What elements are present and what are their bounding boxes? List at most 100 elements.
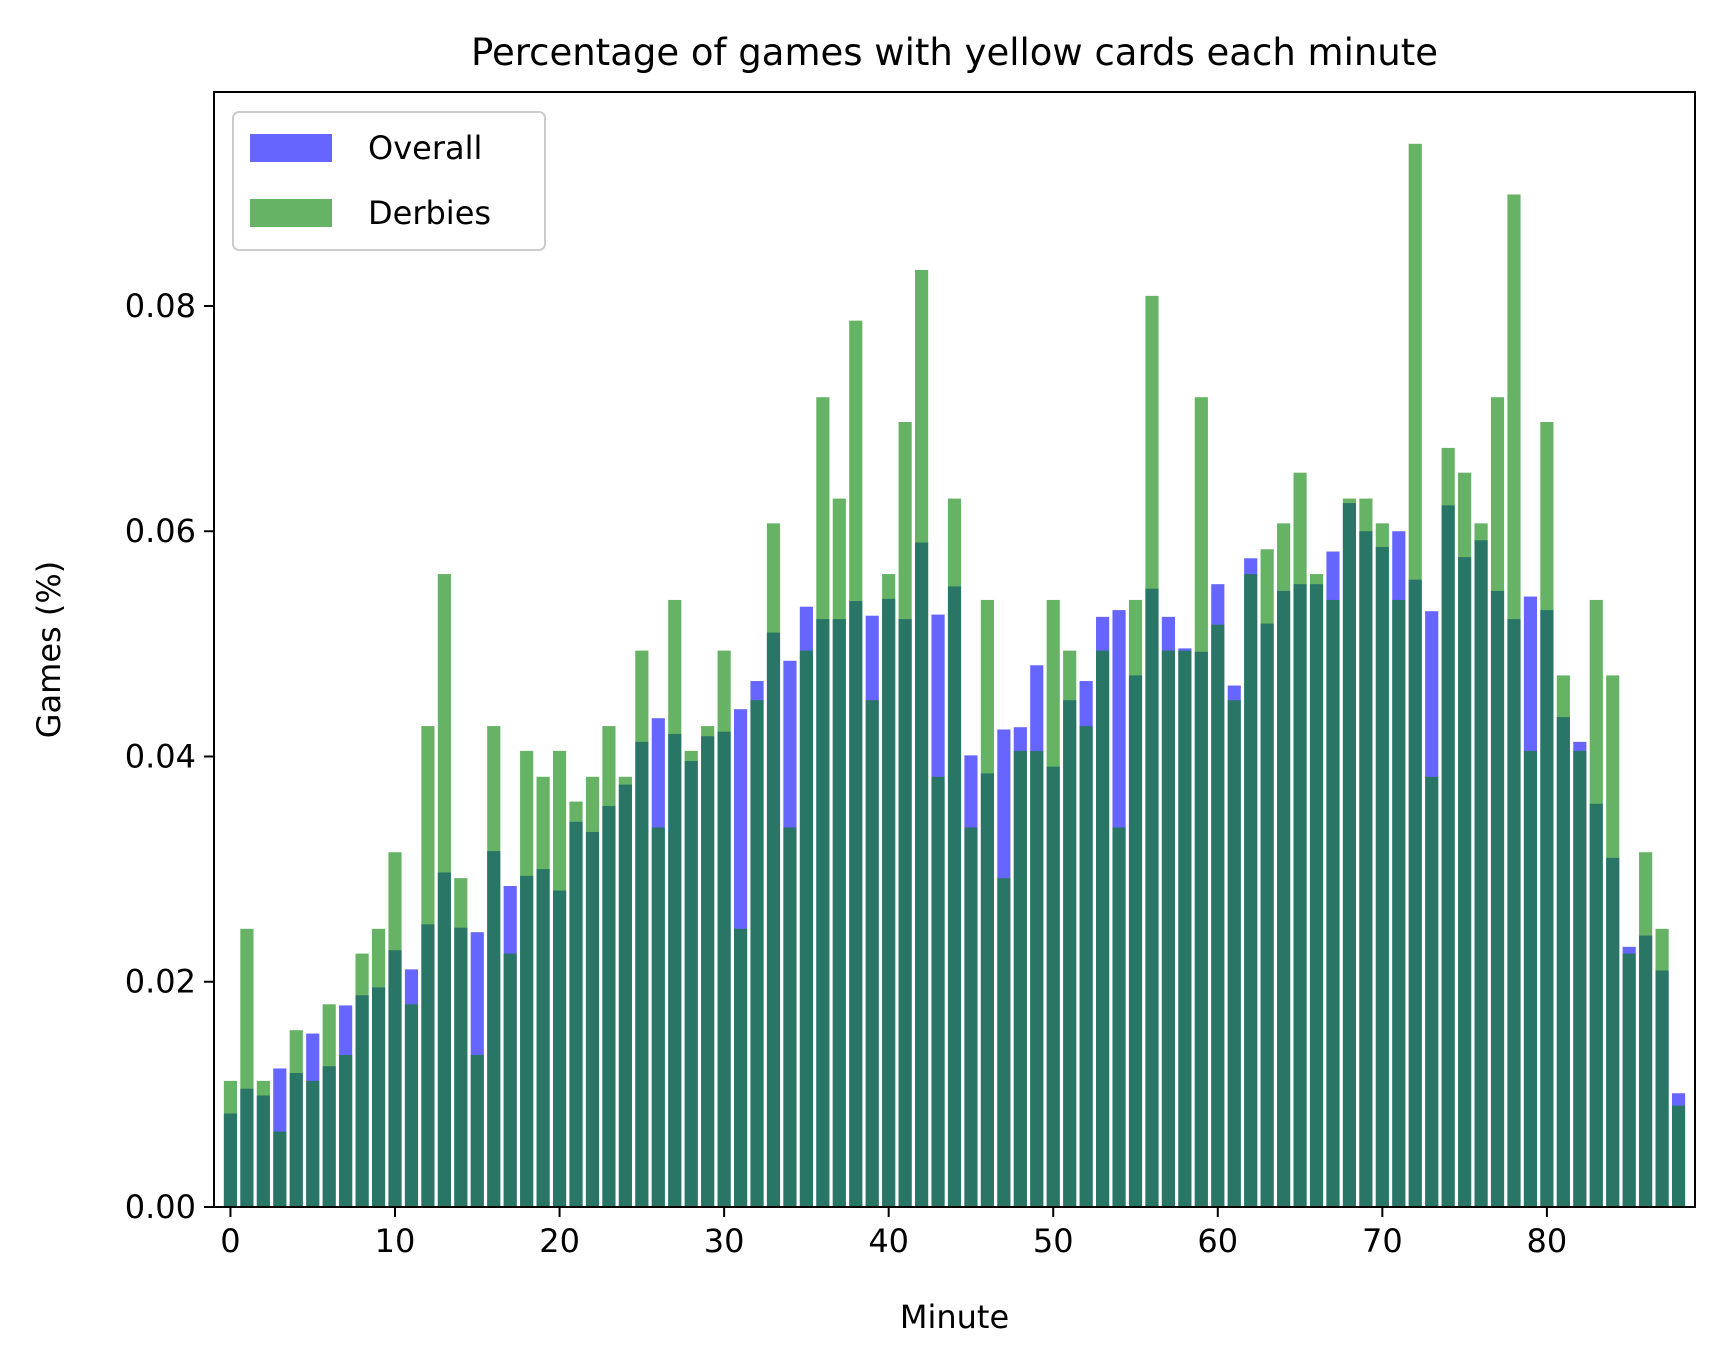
bar-derbies-minute-22	[585, 776, 600, 1207]
x-axis: 0 10 20 30 40 50 60 70 80	[220, 1207, 1567, 1260]
bar-derbies-minute-50	[1046, 599, 1060, 1207]
bar-derbies-minute-67	[1326, 599, 1340, 1207]
bar-derbies-minute-41	[898, 421, 912, 1207]
legend: Overall Derbies	[232, 111, 546, 251]
bar-derbies-minute-13	[437, 574, 451, 1207]
bar-derbies-minute-58	[1178, 650, 1192, 1207]
bar-derbies-minute-64	[1277, 523, 1291, 1207]
y-axis: 0.00 0.02 0.04 0.06 0.08	[125, 287, 214, 1226]
legend-swatch-derbies	[250, 199, 332, 227]
bar-derbies-minute-29	[701, 726, 715, 1207]
bar-derbies-minute-69	[1359, 498, 1373, 1207]
bar-derbies-minute-38	[849, 320, 863, 1207]
bar-derbies-minute-55	[1128, 599, 1143, 1207]
bar-derbies-minute-85	[1622, 953, 1636, 1207]
bar-derbies-minute-88	[1671, 1105, 1686, 1207]
bar-derbies-minute-11	[404, 1004, 419, 1207]
bar-derbies-minute-43	[931, 776, 945, 1207]
bar-derbies-minute-66	[1309, 574, 1324, 1207]
bar-derbies-minute-79	[1523, 750, 1538, 1207]
bar-derbies-minute-84	[1606, 675, 1620, 1207]
legend-swatch-overall	[250, 134, 332, 162]
bar-derbies-minute-87	[1655, 928, 1669, 1207]
bar-derbies-minute-49	[1030, 750, 1044, 1207]
bar-derbies-minute-75	[1458, 472, 1472, 1207]
bar-derbies-minute-34	[783, 827, 797, 1207]
bar-derbies-minute-56	[1145, 295, 1159, 1208]
bar-derbies-minute-15	[470, 1054, 484, 1207]
bar-derbies-minute-8	[355, 953, 369, 1207]
bar-derbies-minute-0	[223, 1080, 238, 1207]
y-tick-label-0.00: 0.00	[125, 1188, 196, 1226]
bar-derbies-minute-27	[668, 599, 682, 1207]
bar-derbies-minute-65	[1293, 472, 1307, 1207]
bar-derbies-minute-16	[487, 726, 501, 1207]
bar-derbies-minute-35	[799, 650, 813, 1207]
bar-derbies-minute-36	[816, 397, 830, 1207]
bar-derbies-minute-5	[306, 1080, 320, 1207]
bar-derbies-minute-57	[1161, 650, 1176, 1207]
bar-derbies-minute-44	[947, 498, 962, 1207]
bar-derbies-minute-32	[750, 700, 764, 1207]
bar-derbies-minute-31	[733, 928, 748, 1207]
legend-label-overall: Overall	[368, 129, 482, 167]
bar-derbies-minute-18	[520, 750, 534, 1207]
bar-derbies-minute-2	[256, 1080, 270, 1207]
bar-derbies-minute-46	[980, 599, 994, 1207]
bar-derbies-minute-25	[635, 650, 649, 1207]
bar-derbies-minute-68	[1342, 498, 1357, 1207]
bar-derbies-minute-47	[997, 878, 1011, 1207]
y-axis-label: Games (%)	[30, 561, 68, 738]
x-tick-label-20: 20	[539, 1222, 580, 1260]
bar-derbies-minute-40	[882, 574, 896, 1207]
bar-derbies-minute-17	[503, 953, 517, 1207]
y-tick-label-0.04: 0.04	[125, 737, 196, 775]
bar-derbies-minute-83	[1589, 599, 1603, 1207]
bar-derbies-minute-59	[1194, 397, 1208, 1207]
bar-derbies-minute-6	[322, 1004, 336, 1207]
bar-derbies-minute-10	[388, 852, 402, 1207]
bar-derbies-minute-28	[684, 750, 698, 1207]
bar-derbies-minute-86	[1639, 852, 1653, 1207]
bar-derbies-minute-24	[618, 776, 632, 1207]
bar-derbies-minute-62	[1244, 574, 1258, 1207]
bar-derbies-minute-20	[552, 750, 567, 1207]
bar-derbies-minute-73	[1425, 776, 1439, 1207]
x-tick-label-70: 70	[1362, 1222, 1403, 1260]
x-tick-label-80: 80	[1527, 1222, 1568, 1260]
bar-derbies-minute-61	[1227, 700, 1241, 1207]
y-tick-label-0.08: 0.08	[125, 287, 196, 325]
bar-derbies-minute-9	[371, 928, 386, 1207]
x-tick-label-30: 30	[704, 1222, 745, 1260]
plot-frame	[213, 91, 1696, 1208]
bar-derbies-minute-63	[1260, 549, 1274, 1207]
x-tick-label-10: 10	[375, 1222, 416, 1260]
bar-derbies-minute-48	[1013, 750, 1027, 1207]
bar-derbies-minute-42	[915, 269, 929, 1208]
bar-derbies-minute-19	[536, 776, 550, 1207]
bar-derbies-minute-53	[1096, 650, 1110, 1207]
bar-derbies-minute-4	[289, 1030, 303, 1207]
bar-derbies-minute-30	[717, 650, 731, 1207]
x-axis-label: Minute	[900, 1298, 1009, 1336]
bar-derbies-minute-37	[832, 498, 846, 1207]
bar-derbies-minute-1	[240, 928, 254, 1207]
bar-derbies-minute-3	[273, 1131, 287, 1207]
x-tick-label-0: 0	[220, 1222, 240, 1260]
x-tick-label-50: 50	[1033, 1222, 1074, 1260]
x-tick-label-40: 40	[868, 1222, 909, 1260]
bar-derbies-minute-26	[651, 827, 665, 1207]
bar-derbies-minute-51	[1063, 650, 1077, 1207]
chart-title: Percentage of games with yellow cards ea…	[471, 31, 1438, 74]
bar-derbies-minute-80	[1540, 421, 1554, 1207]
bar-derbies-minute-39	[865, 700, 879, 1207]
bar-derbies-minute-70	[1375, 523, 1389, 1207]
bar-derbies-minute-21	[569, 801, 583, 1207]
bar-derbies-minute-12	[421, 726, 435, 1207]
bar-derbies-minute-76	[1474, 523, 1488, 1207]
bar-derbies-minute-7	[339, 1054, 353, 1207]
y-tick-label-0.06: 0.06	[125, 512, 196, 550]
bar-derbies-minute-45	[964, 827, 978, 1207]
bar-derbies-minute-78	[1507, 194, 1521, 1208]
